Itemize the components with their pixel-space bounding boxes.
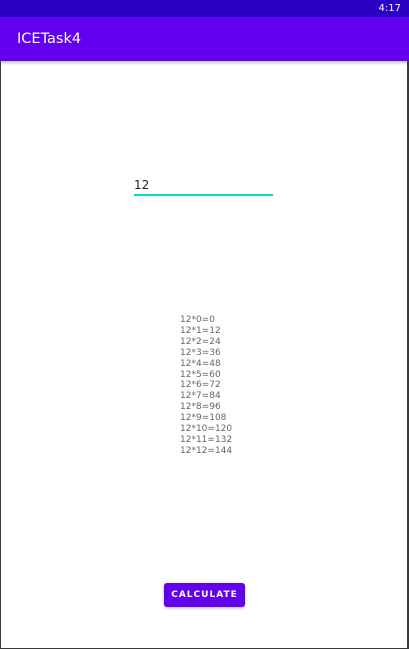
table-row: 12*5=60 (180, 369, 221, 380)
table-row: 12*2=24 (180, 336, 221, 347)
calculate-button[interactable]: CALCULATE (164, 583, 245, 607)
app-title: ICETask4 (17, 31, 82, 47)
status-time: 4:17 (378, 3, 401, 14)
number-input[interactable] (134, 176, 273, 196)
table-row: 12*6=72 (180, 380, 221, 391)
window-border-right (407, 61, 409, 649)
table-row: 12*12=144 (180, 445, 233, 456)
multiplication-table: 12*0=0 12*1=12 12*2=24 12*3=36 12*4=48 1… (180, 315, 232, 457)
table-row: 12*8=96 (180, 402, 221, 413)
table-row: 12*10=120 (180, 424, 233, 435)
table-row: 12*9=108 (180, 413, 227, 424)
app-bar: ICETask4 (0, 17, 409, 61)
table-row: 12*1=12 (180, 325, 221, 336)
table-row: 12*4=48 (180, 358, 221, 369)
window-border-left (0, 61, 1, 649)
table-row: 12*0=0 (180, 315, 215, 325)
status-bar: 4:17 (0, 0, 409, 17)
table-row: 12*11=132 (180, 434, 233, 445)
table-row: 12*3=36 (180, 347, 221, 358)
table-row: 12*7=84 (180, 391, 221, 402)
